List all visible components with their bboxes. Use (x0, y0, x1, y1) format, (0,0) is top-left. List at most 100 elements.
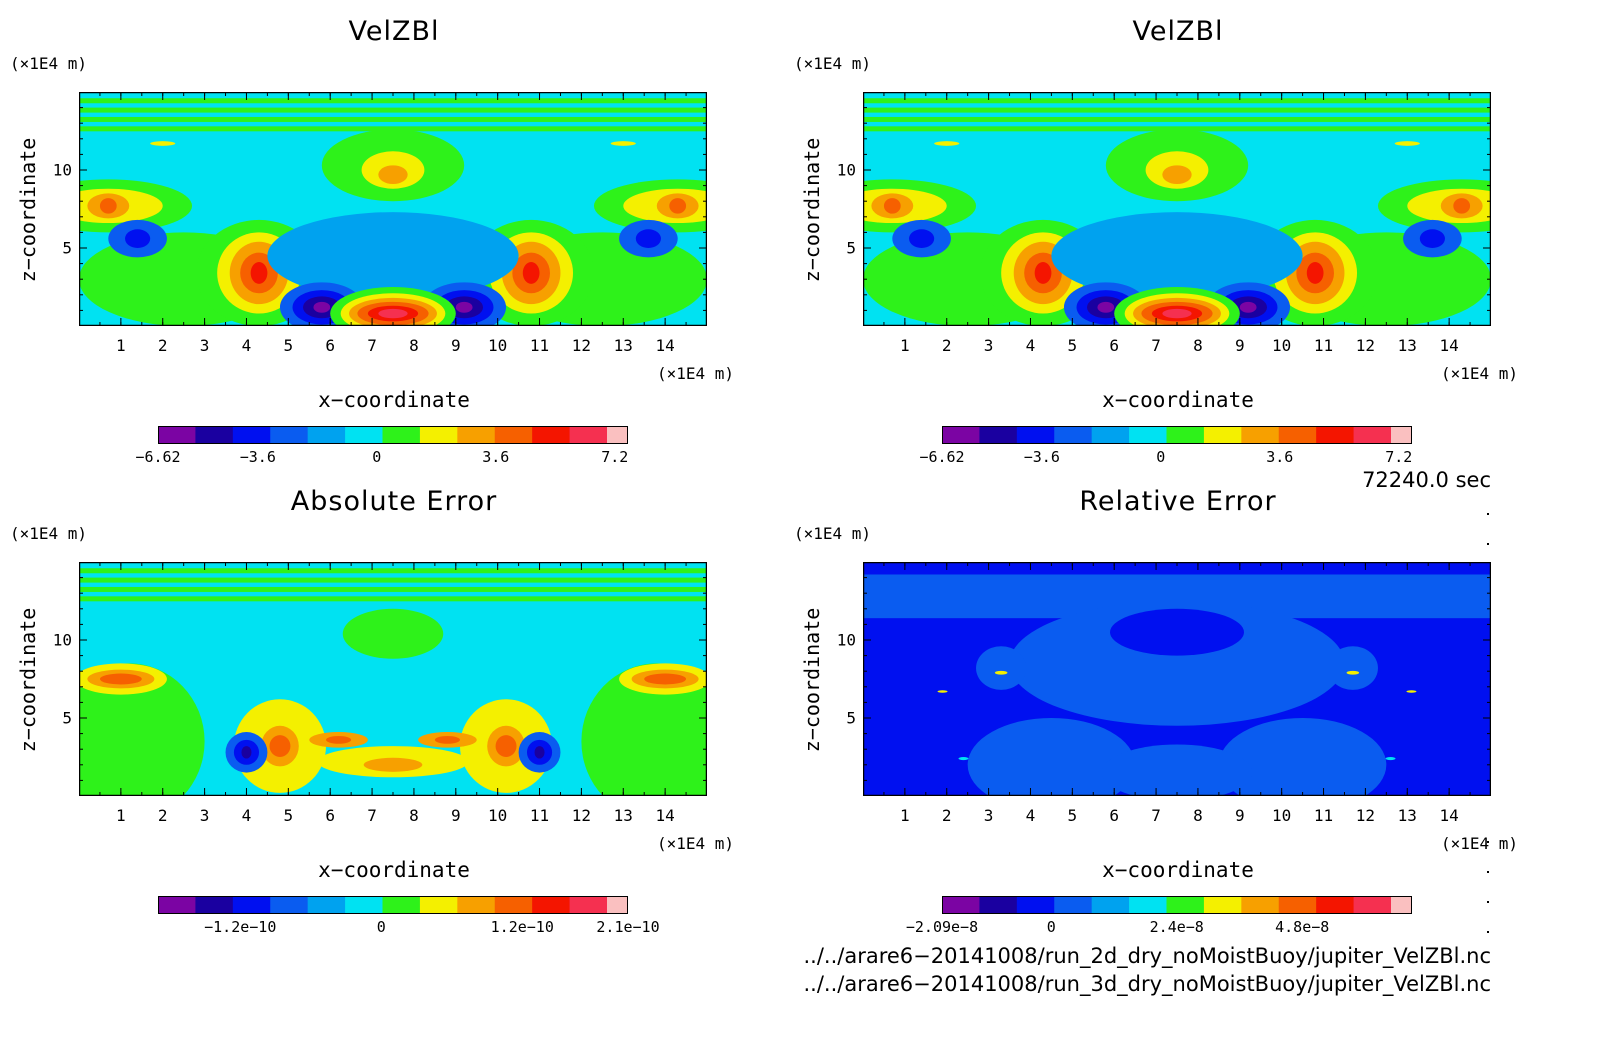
x-tick-label: 7 (1151, 336, 1161, 355)
x-tick-label: 5 (1067, 806, 1078, 825)
marker-dot (1487, 513, 1489, 515)
colorbar-swatch (942, 426, 980, 444)
x-tick-label: 4 (1025, 806, 1036, 825)
colorbar-swatch (607, 896, 628, 914)
colorbar-swatch (1091, 896, 1130, 914)
x-tick-label: 11 (529, 806, 550, 825)
colorbar-swatch (232, 426, 271, 444)
colorbar-tick-labels: −1.2e−10 0 1.2e−10 2.1e−10 (158, 918, 659, 938)
contour-fills (79, 562, 707, 796)
positive-region (1394, 141, 1420, 146)
negative-region (1051, 212, 1303, 300)
colorbar-tick-labels: −6.62 −3.6 0 3.6 7.2 (135, 448, 628, 468)
x-tick-label: 14 (1439, 336, 1459, 355)
file-path-2d: ../../arare6−20141008/run_2d_dry_noMoist… (803, 944, 1491, 968)
x-tick-label: 4 (241, 806, 252, 825)
negative-region (1097, 301, 1115, 313)
colorbar-swatch (1316, 426, 1355, 444)
positive-region (1101, 744, 1253, 796)
positive-region (342, 608, 444, 659)
y-tick-label: 5 (846, 708, 856, 728)
x-tick-label: 14 (1439, 806, 1459, 825)
colorbar (942, 426, 1412, 444)
x-tick-label: 6 (1109, 336, 1120, 355)
colorbar-swatch (1016, 426, 1055, 444)
upper-band (863, 126, 1491, 132)
colorbar-tick-label: 7.2 (1385, 448, 1413, 466)
x-axis-unit: (×1E4 m) (1440, 834, 1518, 853)
colorbar-swatches (942, 426, 1412, 444)
positive-region (1009, 601, 1345, 726)
colorbar-swatch (1241, 896, 1280, 914)
colorbar-swatches (942, 896, 1412, 914)
colorbar-tick-labels: −6.62 −3.6 0 3.6 7.2 (919, 448, 1413, 468)
negative-region (1419, 229, 1445, 248)
colorbar (158, 426, 628, 444)
positive-region (644, 673, 687, 685)
y-tick-label: 5 (62, 238, 72, 258)
negative-region (1239, 301, 1257, 313)
x-tick-label: 9 (1234, 336, 1245, 355)
colorbar-swatch (195, 896, 234, 914)
y-axis-unit: (×1E4 m) (10, 524, 88, 543)
colorbar-swatch (1241, 426, 1280, 444)
contour-plot-area (79, 92, 707, 326)
positive-region (326, 735, 352, 744)
colorbar-swatch (1391, 426, 1412, 444)
x-tick-label: 9 (450, 806, 461, 825)
x-tick-label: 10 (1272, 806, 1292, 825)
x-tick-label: 11 (1313, 806, 1334, 825)
colorbar-tick-label: 0 (1046, 918, 1056, 936)
positive-region (994, 670, 1008, 675)
colorbar-swatch (1129, 426, 1167, 444)
y-tick-label: 10 (52, 160, 72, 180)
colorbar-tick-label: −2.09e−8 (905, 918, 979, 936)
x-tick-label: 4 (1025, 336, 1036, 355)
colorbar-tick-label: −3.6 (239, 448, 276, 466)
colorbar-frame (942, 896, 1412, 914)
upper-band (79, 98, 707, 104)
upper-band (79, 568, 707, 574)
negative-region (125, 229, 151, 248)
colorbar-swatch (307, 896, 346, 914)
x-tick-label: 5 (1067, 336, 1078, 355)
colorbar-swatch (1054, 896, 1093, 914)
positive-region (669, 198, 687, 214)
colorbar-swatch (532, 426, 571, 444)
x-tick-label: 6 (325, 806, 336, 825)
x-axis-label: x−coordinate (1102, 388, 1254, 412)
x-tick-label: 8 (409, 806, 419, 825)
colorbar-swatch (457, 426, 496, 444)
colorbar-swatch (1166, 426, 1205, 444)
x-tick-label: 7 (367, 336, 377, 355)
x-tick-label: 6 (1109, 806, 1120, 825)
colorbar-swatch (270, 426, 309, 444)
contour-plot-area (863, 92, 1491, 326)
x-tick-label: 3 (199, 336, 210, 355)
colorbar-swatch (195, 426, 234, 444)
upper-band (79, 596, 707, 602)
positive-region (363, 757, 423, 772)
positive-region (1327, 646, 1378, 690)
colorbar-swatch (1353, 426, 1392, 444)
colorbar-swatch (569, 896, 608, 914)
positive-region (883, 198, 901, 214)
positive-region (150, 141, 176, 146)
x-tick-label: 5 (283, 806, 294, 825)
positive-region (1034, 262, 1052, 284)
colorbar-swatch (158, 426, 196, 444)
x-tick-label: 13 (613, 806, 633, 825)
colorbar-swatch (419, 426, 458, 444)
contour-field (863, 92, 1491, 326)
positive-region (434, 735, 460, 744)
y-axis-label: z−coordinate (800, 137, 824, 283)
chart-panel-bottom-right: Relative Error (×1E4 m) z−coordinate (×1E4 … (784, 470, 1566, 970)
negative-region (313, 301, 331, 313)
x-tick-label: 5 (283, 336, 294, 355)
colorbar-swatch (307, 426, 346, 444)
upper-band (79, 116, 707, 122)
positive-region (610, 141, 636, 146)
colorbar-swatch (345, 426, 383, 444)
positive-region (976, 646, 1027, 690)
marker-dot (1487, 871, 1489, 873)
